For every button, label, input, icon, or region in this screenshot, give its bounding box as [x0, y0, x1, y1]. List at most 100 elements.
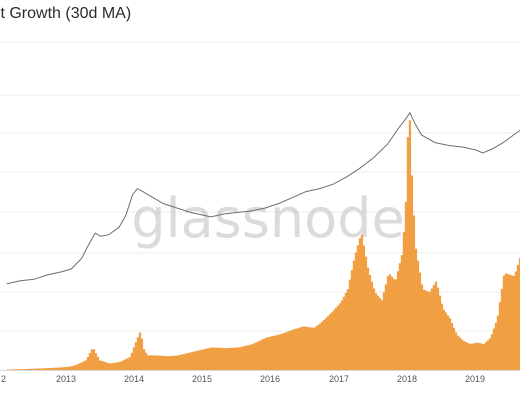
bar-209 [424, 290, 428, 370]
bar-173 [352, 260, 356, 370]
bar-216 [438, 295, 442, 370]
bar-36 [78, 363, 82, 370]
bar-183 [372, 288, 376, 370]
bar-49 [104, 362, 108, 370]
bar-73 [152, 355, 156, 370]
bar-248 [502, 275, 506, 370]
bar-47 [100, 361, 104, 370]
bar-9 [24, 369, 28, 370]
bar-93 [192, 351, 196, 370]
bar-179 [364, 256, 368, 370]
bar-27 [60, 367, 64, 370]
bar-134 [274, 335, 278, 370]
bar-155 [316, 325, 320, 370]
bar-185 [376, 295, 380, 370]
bar-175 [356, 245, 360, 370]
watermark: glassnode [131, 187, 404, 250]
bar-145 [296, 328, 300, 370]
bar-61 [128, 357, 132, 370]
bar-255 [516, 264, 520, 370]
bar-78 [162, 355, 166, 370]
bar-167 [340, 300, 344, 370]
bar-4 [14, 369, 18, 370]
bar-97 [200, 349, 204, 370]
bar-132 [270, 336, 274, 370]
bar-176 [358, 238, 362, 370]
bar-5 [16, 369, 20, 370]
bar-242 [490, 334, 494, 370]
bar-8 [22, 369, 26, 370]
bar-45 [96, 356, 100, 370]
x-tick-label-6: 2018 [397, 374, 417, 384]
bar-222 [450, 323, 454, 370]
bar-32 [70, 366, 74, 370]
bar-126 [258, 340, 262, 370]
bar-213 [432, 285, 436, 370]
bar-192 [390, 276, 394, 370]
bar-46 [98, 360, 102, 370]
bar-224 [454, 332, 458, 370]
bar-88 [182, 354, 186, 370]
bar-170 [346, 289, 350, 370]
bar-16 [38, 368, 42, 370]
bar-188 [382, 292, 386, 370]
bar-206 [418, 272, 422, 370]
bar-147 [300, 326, 304, 370]
bar-198 [402, 232, 406, 370]
bar-168 [342, 296, 346, 370]
bar-110 [226, 348, 230, 370]
bar-172 [350, 270, 354, 370]
bar-17 [40, 368, 44, 370]
bar-21 [48, 368, 52, 370]
bar-149 [304, 326, 308, 370]
x-tick-label-5: 2017 [329, 374, 349, 384]
bar-203 [412, 215, 416, 370]
bar-81 [168, 356, 172, 370]
bar-200 [406, 137, 410, 370]
bar-252 [510, 275, 514, 370]
bar-59 [124, 359, 128, 370]
bar-41 [88, 353, 92, 370]
bar-54 [114, 362, 118, 370]
bar-118 [242, 346, 246, 370]
bar-131 [268, 336, 272, 370]
bar-227 [460, 339, 464, 370]
bar-108 [222, 348, 226, 370]
bar-133 [272, 335, 276, 370]
bar-51 [108, 363, 112, 370]
bar-74 [154, 355, 158, 370]
x-tick-label-2: 2014 [124, 374, 144, 384]
bar-55 [116, 362, 120, 370]
bar-121 [248, 344, 252, 370]
bar-15 [36, 368, 40, 370]
bar-44 [94, 353, 98, 370]
bar-106 [218, 347, 222, 370]
bar-114 [234, 347, 238, 370]
bar-152 [310, 327, 314, 370]
bar-104 [214, 347, 218, 370]
bar-153 [312, 327, 316, 370]
bar-245 [496, 315, 500, 370]
bar-24 [54, 367, 58, 370]
bar-238 [482, 344, 486, 370]
bar-191 [388, 274, 392, 370]
bar-83 [172, 355, 176, 370]
bar-197 [400, 255, 404, 370]
bar-20 [46, 368, 50, 370]
bar-58 [122, 360, 126, 370]
bar-67 [140, 338, 144, 370]
bar-144 [294, 328, 298, 370]
price-line [6, 111, 520, 285]
bar-39 [84, 360, 88, 370]
bar-95 [196, 350, 200, 370]
bar-series [6, 120, 520, 370]
bar-233 [472, 343, 476, 370]
bar-6 [18, 369, 22, 370]
x-tick-label-1: 2013 [56, 374, 76, 384]
x-tick-label-7: 2019 [465, 374, 485, 384]
bar-94 [194, 351, 198, 370]
bar-199 [404, 201, 408, 370]
bar-120 [246, 345, 250, 370]
bar-140 [286, 331, 290, 370]
